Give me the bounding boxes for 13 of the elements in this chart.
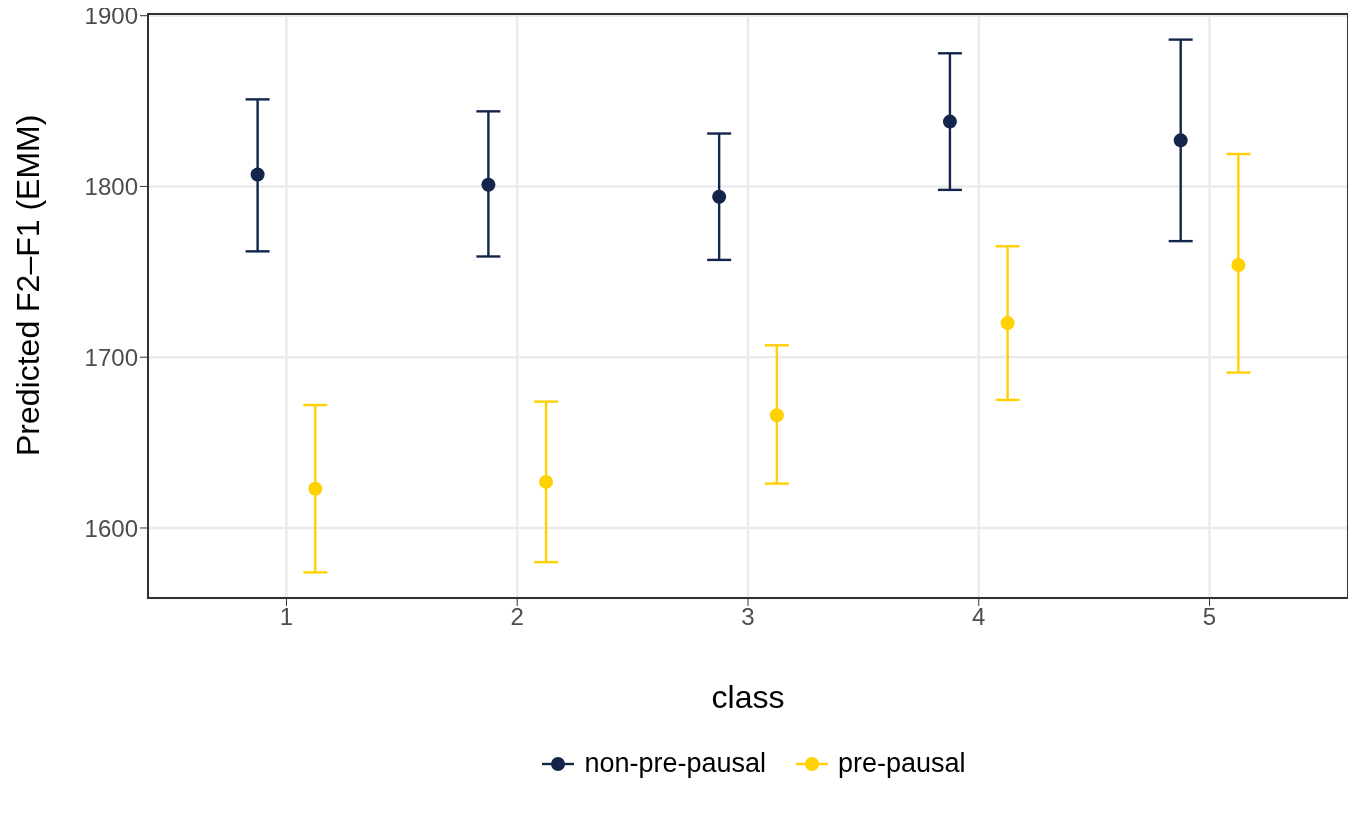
y-tick-label: 1600 xyxy=(84,514,138,542)
x-tick-label: 3 xyxy=(741,603,755,631)
y-tick-label: 1700 xyxy=(84,343,138,371)
x-tick-label: 1 xyxy=(279,603,294,631)
x-tick-label: 4 xyxy=(972,603,986,631)
y-tick-label: 1800 xyxy=(84,172,138,200)
legend-label: pre-pausal xyxy=(838,748,966,779)
y-axis-title: Predicted F2–F1 (EMM) xyxy=(10,114,47,456)
x-tick-label: 5 xyxy=(1202,603,1217,631)
x-tick-label: 2 xyxy=(510,603,524,631)
y-tick-label: 1900 xyxy=(84,2,138,30)
legend-label: non-pre-pausal xyxy=(584,748,767,779)
x-axis-title: class xyxy=(711,679,785,715)
